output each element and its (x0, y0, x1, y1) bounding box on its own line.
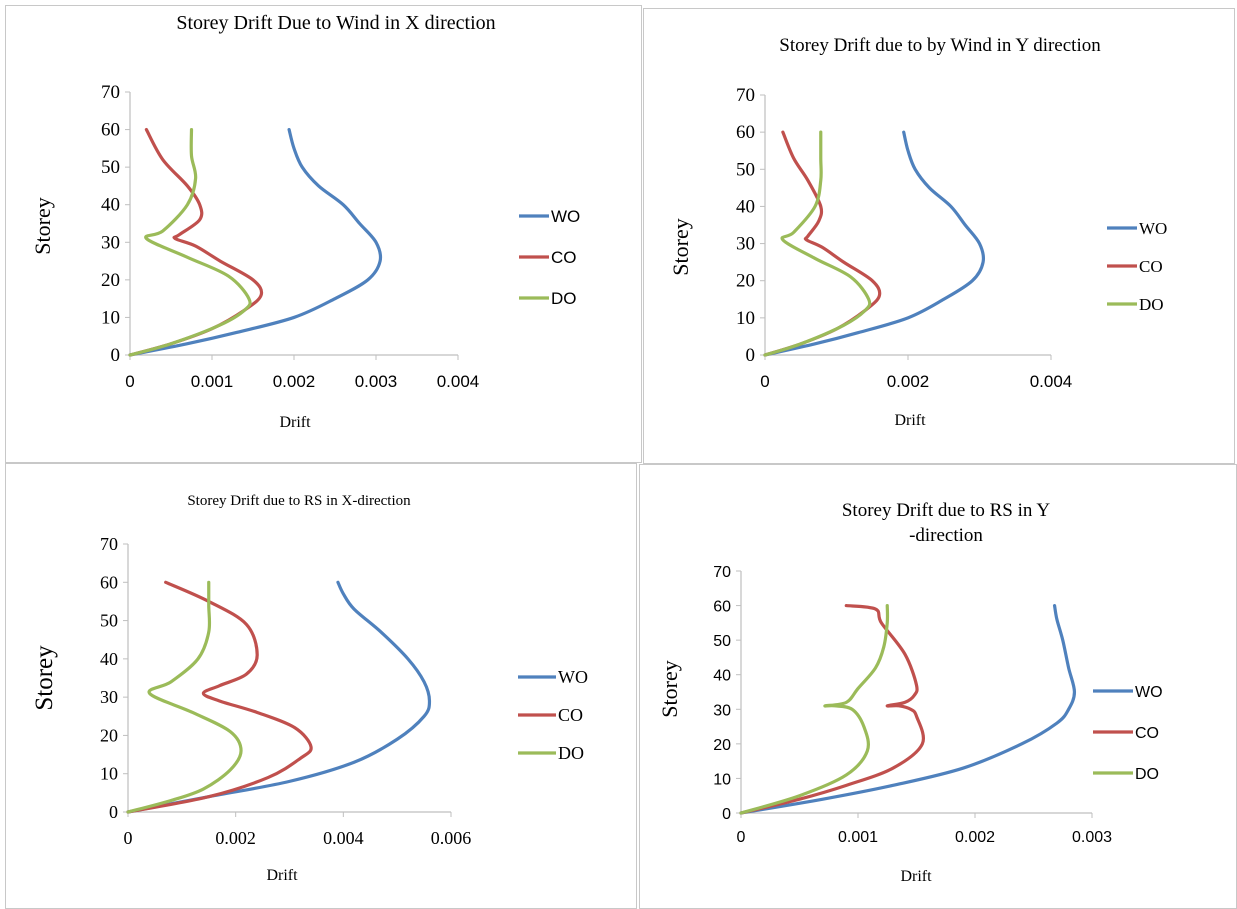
x-tick-label: 0 (125, 372, 134, 391)
y-tick-label: 0 (111, 345, 121, 366)
series-line-wo (739, 603, 1077, 815)
legend-label-co: CO (558, 705, 583, 725)
legend-label-wo: WO (558, 667, 588, 687)
series-line-do (126, 580, 243, 814)
x-tick-label: 0.004 (1030, 372, 1073, 391)
y-tick-label: 30 (713, 702, 731, 719)
x-axis-label: Drift (894, 412, 926, 429)
y-tick-label: 40 (736, 196, 755, 217)
y-tick-label: 20 (713, 737, 731, 754)
x-axis-label: Drift (279, 414, 311, 431)
legend-label-co: CO (1139, 257, 1163, 276)
series-line-do (128, 127, 252, 357)
y-axis-label: Storey (668, 218, 693, 275)
x-tick-label: 0.002 (215, 828, 256, 848)
y-tick-label: 70 (100, 534, 118, 554)
legend-label-wo: WO (551, 207, 580, 226)
y-tick-label: 20 (736, 271, 755, 292)
y-axis-label: Storey (31, 645, 58, 711)
x-tick-label: 0 (737, 829, 746, 846)
y-tick-label: 40 (101, 195, 120, 216)
series-line-co (126, 580, 313, 814)
x-tick-label: 0.002 (955, 829, 995, 846)
legend-label-do: DO (1135, 766, 1159, 783)
chart-wind-x: Storey Drift Due to Wind in X direction 0… (30, 12, 580, 431)
x-tick-label: 0.004 (323, 828, 364, 848)
y-tick-label: 60 (100, 572, 118, 592)
chart-title: Storey Drift due to RS in X-direction (187, 493, 411, 509)
y-tick-label: 10 (100, 764, 118, 784)
x-tick-label: 0.001 (191, 372, 234, 391)
y-tick-label: 40 (713, 668, 731, 685)
legend-label-co: CO (551, 248, 577, 267)
chart-rs-y: Storey Drift due to RS in Y -direction 0 10… (657, 500, 1163, 885)
legend-label-wo: WO (1135, 684, 1163, 701)
x-tick-label: 0.004 (437, 372, 480, 391)
y-tick-label: 0 (109, 802, 118, 822)
chart-rs-x: Storey Drift due to RS in X-direction 0 10… (31, 493, 588, 884)
y-tick-label: 50 (101, 157, 120, 178)
y-tick-label: 60 (736, 122, 755, 143)
y-tick-label: 10 (736, 308, 755, 329)
chart-wind-y: Storey Drift due to by Wind in Y directi… (668, 35, 1167, 429)
x-tick-label: 0.001 (838, 829, 878, 846)
y-axis-label: Storey (657, 660, 682, 717)
legend-label-wo: WO (1139, 219, 1167, 238)
y-tick-label: 20 (100, 725, 118, 745)
x-tick-label: 0.002 (273, 372, 316, 391)
y-tick-label: 70 (713, 564, 731, 581)
chart-title-line-1: Storey Drift due to RS in Y (842, 500, 1051, 521)
y-tick-label: 60 (713, 599, 731, 616)
x-tick-label: 0.006 (431, 828, 472, 848)
chart-title-line-2: -direction (909, 525, 983, 546)
chart-panel-rs-x: Storey Drift due to RS in X-direction 0 10… (5, 463, 637, 909)
y-axis-label: Storey (30, 197, 55, 254)
y-tick-label: 60 (101, 120, 120, 141)
x-tick-label: 0 (760, 372, 769, 391)
chart-panel-wind-y: Storey Drift due to by Wind in Y directi… (643, 8, 1235, 464)
y-tick-label: 20 (101, 270, 120, 291)
x-tick-label: 0.003 (1072, 829, 1112, 846)
x-axis-label: Drift (900, 868, 932, 885)
y-tick-label: 50 (100, 611, 118, 631)
y-tick-label: 30 (100, 687, 118, 707)
y-tick-label: 70 (736, 85, 755, 106)
y-tick-label: 70 (101, 82, 120, 103)
legend-label-do: DO (558, 743, 584, 763)
legend-label-do: DO (1139, 295, 1164, 314)
y-tick-label: 40 (100, 649, 118, 669)
legend-label-co: CO (1135, 725, 1159, 742)
y-tick-label: 0 (746, 345, 756, 366)
chart-panel-wind-x: Storey Drift Due to Wind in X direction 0… (5, 5, 642, 463)
y-tick-label: 0 (722, 806, 731, 823)
x-tick-label: 0.002 (887, 372, 930, 391)
x-tick-label: 0 (124, 828, 133, 848)
x-axis-label: Drift (266, 867, 298, 884)
series-line-wo (126, 580, 432, 814)
series-line-do (763, 130, 872, 357)
y-tick-label: 50 (713, 633, 731, 650)
chart-panel-rs-y: Storey Drift due to RS in Y -direction 0 10… (639, 464, 1237, 909)
y-tick-label: 30 (101, 232, 120, 253)
x-tick-label: 0.003 (355, 372, 398, 391)
series-line-do (739, 603, 890, 815)
chart-title: Storey Drift due to by Wind in Y directi… (779, 35, 1101, 56)
y-tick-label: 10 (101, 307, 120, 328)
legend-label-do: DO (551, 289, 577, 308)
series-line-co (739, 603, 925, 815)
series-line-wo (128, 127, 383, 357)
y-tick-label: 30 (736, 234, 755, 255)
y-tick-label: 50 (736, 159, 755, 180)
series-line-wo (763, 130, 986, 357)
y-tick-label: 10 (713, 771, 731, 788)
chart-title: Storey Drift Due to Wind in X direction (176, 12, 495, 34)
